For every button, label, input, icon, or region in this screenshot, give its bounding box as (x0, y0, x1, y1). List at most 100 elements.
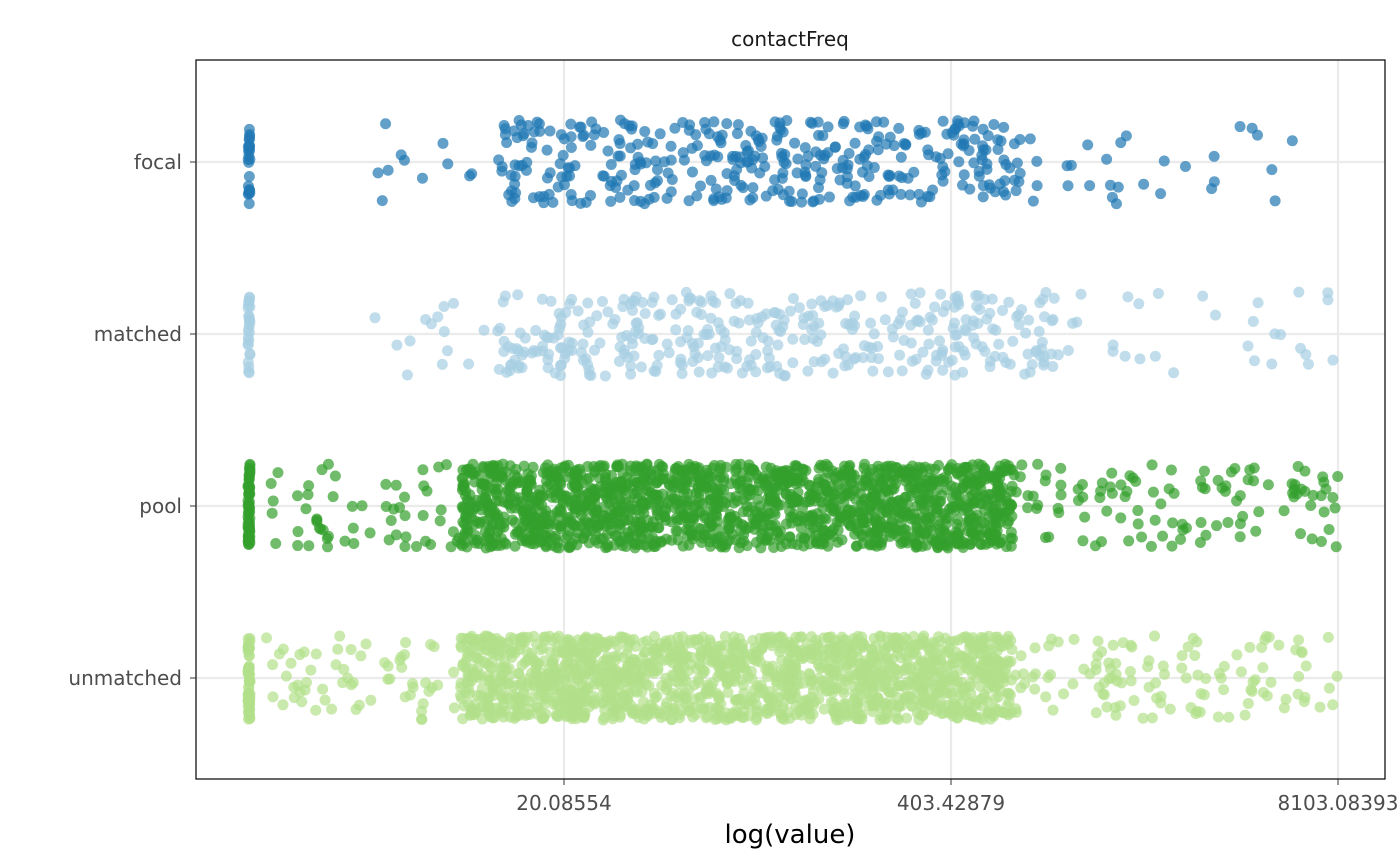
data-point (647, 702, 659, 714)
data-point (267, 691, 279, 703)
data-point (1094, 492, 1106, 504)
data-point (978, 489, 990, 501)
data-point (831, 714, 843, 726)
data-point (353, 699, 365, 711)
data-point (690, 500, 702, 512)
data-point (582, 460, 594, 472)
data-point (651, 164, 663, 176)
data-point (1323, 524, 1335, 536)
data-point (639, 198, 651, 210)
data-point (551, 646, 563, 658)
data-point (571, 669, 583, 681)
data-point (1027, 671, 1039, 683)
data-point (548, 471, 560, 483)
data-point (516, 535, 528, 547)
data-point (690, 708, 702, 720)
data-point (459, 489, 471, 501)
data-point (575, 468, 587, 480)
data-point (1048, 292, 1060, 304)
data-point (629, 195, 641, 207)
data-point (926, 475, 938, 487)
data-point (1004, 498, 1016, 510)
data-point (1295, 528, 1307, 540)
data-point (976, 341, 988, 353)
data-point (382, 673, 394, 685)
data-point (841, 163, 853, 175)
data-point (992, 670, 1004, 682)
data-point (1007, 335, 1019, 347)
data-point (691, 190, 703, 202)
data-point (810, 160, 822, 172)
data-point (1286, 135, 1298, 147)
data-point (428, 641, 440, 653)
data-point (1042, 672, 1054, 684)
data-point (517, 130, 529, 142)
data-point (319, 694, 331, 706)
data-point (1000, 159, 1012, 171)
data-point (918, 636, 930, 648)
data-point (854, 713, 866, 725)
data-point (701, 473, 713, 485)
data-point (512, 362, 524, 374)
data-point (900, 138, 912, 150)
data-point (975, 538, 987, 550)
data-point (903, 467, 915, 479)
data-point (417, 464, 429, 476)
data-point (535, 644, 547, 656)
data-point (1263, 631, 1275, 643)
data-point (929, 301, 941, 313)
data-point (1020, 327, 1032, 339)
data-point (399, 491, 411, 503)
data-point (615, 114, 627, 126)
data-point (872, 144, 884, 156)
data-point (1209, 309, 1221, 321)
data-point (957, 345, 969, 357)
data-point (951, 518, 963, 530)
data-point (634, 156, 646, 168)
data-point (791, 167, 803, 179)
data-point (679, 687, 691, 699)
data-point (400, 637, 412, 649)
data-point (1223, 711, 1235, 723)
data-point (468, 636, 480, 648)
data-point (749, 523, 761, 535)
data-point (769, 307, 781, 319)
data-point (1195, 516, 1207, 528)
data-point (300, 503, 312, 515)
data-point (498, 345, 510, 357)
data-point (448, 702, 460, 714)
data-point (771, 360, 783, 372)
data-point (483, 670, 495, 682)
data-point (530, 324, 542, 336)
data-point (243, 123, 255, 135)
data-point (661, 338, 673, 350)
data-point (1251, 129, 1263, 141)
data-point (606, 175, 618, 187)
data-point (676, 368, 688, 380)
data-point (498, 119, 510, 131)
data-point (1180, 672, 1192, 684)
data-point (1239, 709, 1251, 721)
data-point (614, 191, 626, 203)
data-point (329, 470, 341, 482)
data-point (1146, 712, 1158, 724)
data-point (757, 524, 769, 536)
data-point (899, 639, 911, 651)
data-point (928, 638, 940, 650)
data-point (1052, 502, 1064, 514)
data-point (1219, 485, 1231, 497)
data-point (996, 533, 1008, 545)
data-point (840, 662, 852, 674)
data-point (764, 534, 776, 546)
data-point (1101, 701, 1113, 713)
data-point (728, 315, 740, 327)
data-point (777, 189, 789, 201)
data-point (399, 510, 411, 522)
data-point (1149, 630, 1161, 642)
data-point (572, 305, 584, 317)
data-point (1332, 471, 1344, 483)
data-point (756, 132, 768, 144)
data-point (584, 316, 596, 328)
